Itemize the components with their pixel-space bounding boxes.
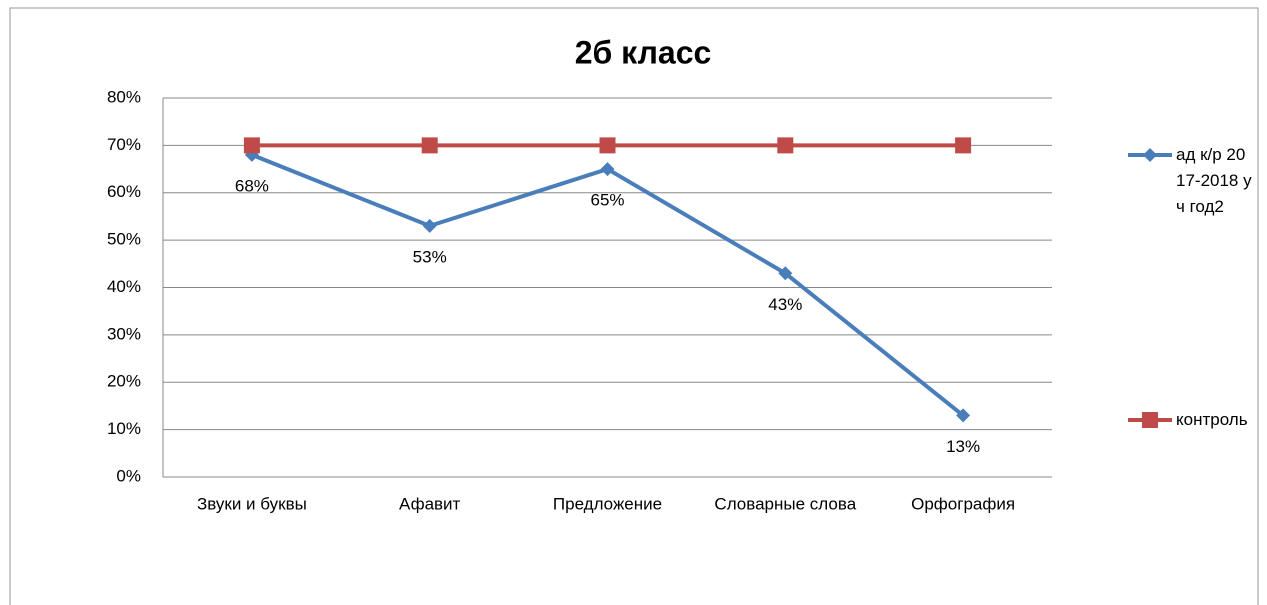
data-label: 13% xyxy=(946,437,980,456)
y-tick-label: 60% xyxy=(107,182,141,201)
x-tick-label: Предложение xyxy=(553,494,662,513)
marker xyxy=(599,137,616,154)
chart-title: 2б класс xyxy=(575,34,712,70)
x-tick-label: Словарные слова xyxy=(714,494,856,513)
marker xyxy=(600,162,615,177)
legend-label: ад к/р 2017-2018 уч год2 xyxy=(1176,145,1252,216)
legend-label: контроль xyxy=(1176,410,1248,429)
marker xyxy=(778,266,793,281)
y-tick-label: 70% xyxy=(107,135,141,154)
data-label: 53% xyxy=(413,247,447,266)
y-tick-label: 0% xyxy=(116,466,141,485)
data-label: 65% xyxy=(590,191,624,210)
y-tick-label: 30% xyxy=(107,324,141,343)
data-label: 68% xyxy=(235,176,269,195)
marker xyxy=(422,218,437,233)
marker xyxy=(956,408,971,423)
marker xyxy=(1142,412,1158,428)
marker xyxy=(955,137,972,154)
marker xyxy=(243,137,260,154)
y-tick-label: 80% xyxy=(107,87,141,106)
marker xyxy=(777,137,794,154)
x-tick-label: Звуки и буквы xyxy=(197,494,307,513)
x-tick-label: Афавит xyxy=(399,494,460,513)
y-tick-label: 10% xyxy=(107,419,141,438)
data-label: 43% xyxy=(768,295,802,314)
chart-border xyxy=(9,7,1259,605)
x-tick-label: Орфография xyxy=(911,494,1015,513)
marker xyxy=(1143,148,1157,162)
y-tick-label: 50% xyxy=(107,230,141,249)
marker xyxy=(421,137,438,154)
y-tick-label: 40% xyxy=(107,277,141,296)
y-tick-label: 20% xyxy=(107,372,141,391)
